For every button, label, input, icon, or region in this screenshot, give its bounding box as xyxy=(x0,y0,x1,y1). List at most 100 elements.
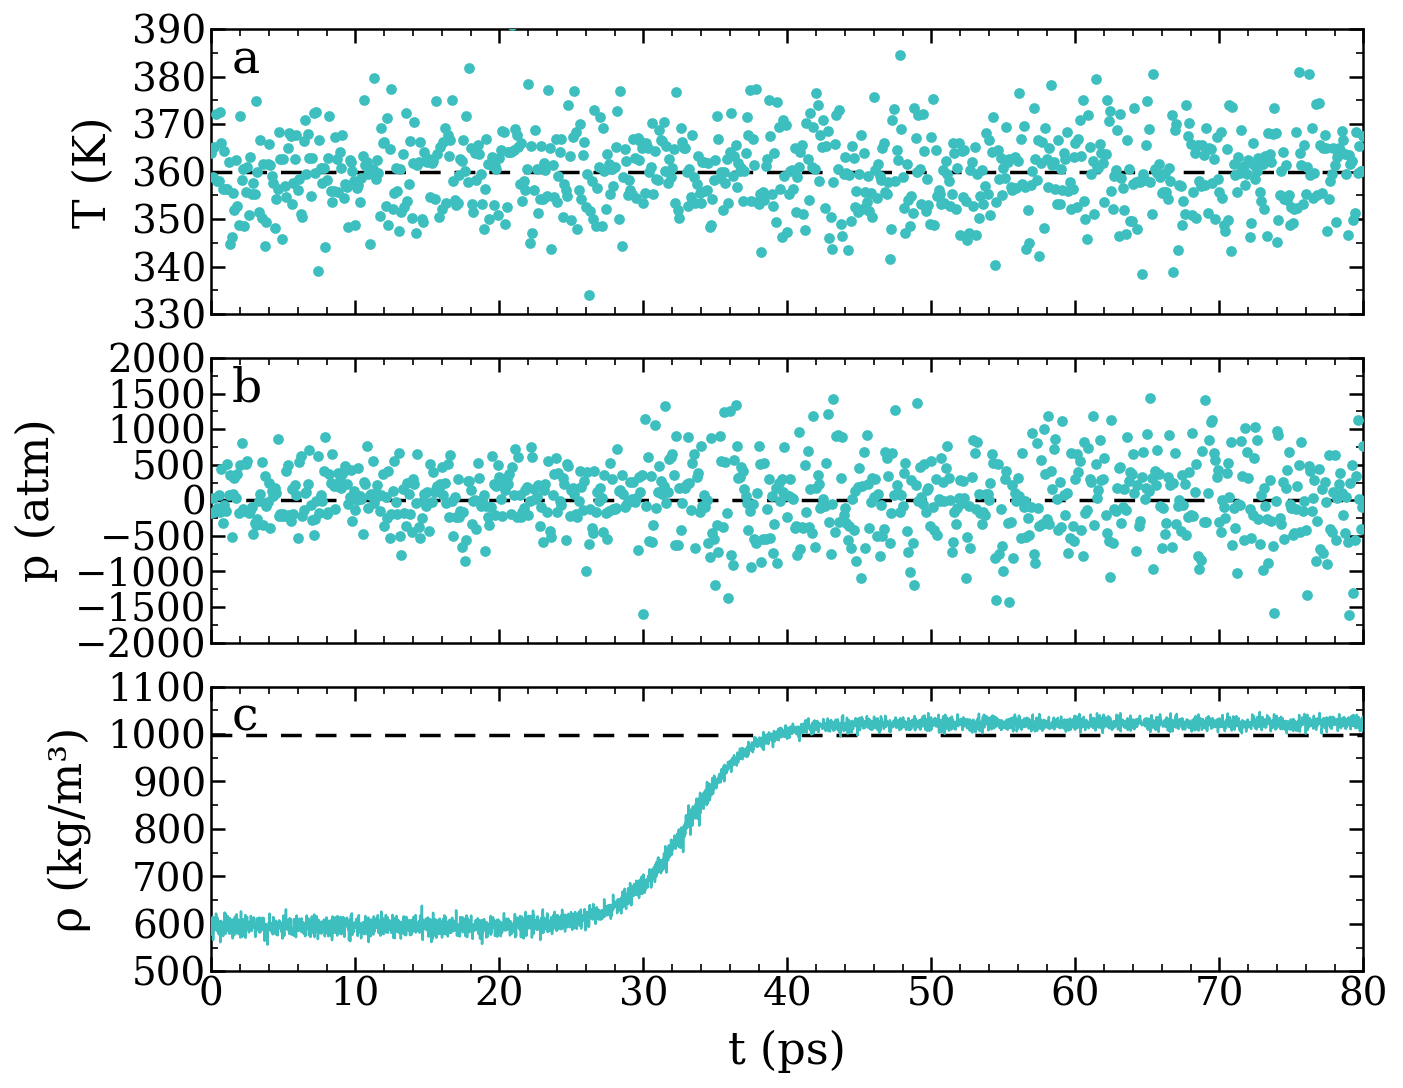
Point xyxy=(1278,496,1301,514)
Point xyxy=(477,154,499,172)
Point xyxy=(1005,180,1027,197)
Point xyxy=(485,478,508,495)
Point xyxy=(202,169,224,186)
Point xyxy=(1006,469,1028,486)
Point xyxy=(494,215,516,233)
Point xyxy=(589,109,612,126)
Point xyxy=(692,497,714,515)
Point xyxy=(996,515,1019,532)
Point xyxy=(685,468,707,485)
Point xyxy=(422,152,445,170)
Point xyxy=(1157,426,1180,444)
Point xyxy=(1340,456,1362,473)
Point xyxy=(246,511,268,529)
Point xyxy=(490,491,512,508)
Point xyxy=(476,131,498,148)
Point xyxy=(755,530,777,547)
Point xyxy=(349,170,372,187)
Point xyxy=(1261,537,1284,555)
Point xyxy=(622,131,644,148)
Point xyxy=(253,156,275,173)
Point xyxy=(213,496,236,514)
Point xyxy=(337,496,359,514)
Point xyxy=(788,541,811,558)
Point xyxy=(497,144,519,161)
Point xyxy=(1194,392,1216,409)
Point xyxy=(1253,479,1275,496)
Point xyxy=(592,119,615,136)
Point xyxy=(734,145,756,162)
Point xyxy=(941,135,964,152)
Point xyxy=(1285,199,1308,217)
Point xyxy=(234,184,257,201)
Point xyxy=(1141,206,1163,223)
Point xyxy=(899,187,922,205)
Point xyxy=(882,101,905,119)
Point xyxy=(320,183,342,200)
Point xyxy=(920,453,943,470)
Point xyxy=(474,180,497,197)
Point xyxy=(847,459,870,477)
Point xyxy=(1250,486,1273,504)
Point xyxy=(863,489,885,506)
Point xyxy=(532,190,554,208)
Point xyxy=(436,456,459,473)
Point xyxy=(1092,154,1114,172)
Point xyxy=(345,491,368,508)
Point xyxy=(205,503,227,520)
Point xyxy=(369,503,391,520)
Point xyxy=(1172,496,1194,514)
Point xyxy=(363,494,386,511)
Point xyxy=(296,125,318,143)
Point xyxy=(692,153,714,171)
Point xyxy=(909,459,932,477)
Point xyxy=(1250,193,1273,210)
Point xyxy=(724,396,746,413)
Point xyxy=(804,161,826,178)
Point xyxy=(1236,444,1258,461)
Point xyxy=(571,500,593,518)
Point xyxy=(526,489,549,506)
Point xyxy=(1072,547,1094,565)
Point xyxy=(623,149,645,166)
Point xyxy=(369,208,391,225)
Point xyxy=(1331,132,1354,149)
Point xyxy=(1198,431,1221,448)
Point xyxy=(603,500,626,518)
Point xyxy=(1094,506,1117,523)
Point xyxy=(554,181,577,198)
Point xyxy=(1289,145,1312,162)
Point xyxy=(1150,540,1173,557)
Point xyxy=(335,475,358,493)
Point xyxy=(352,91,375,109)
Point xyxy=(1201,175,1223,193)
Point xyxy=(738,503,760,520)
Point xyxy=(224,151,247,169)
Point xyxy=(1277,444,1299,461)
Point xyxy=(1041,157,1063,174)
Point xyxy=(1169,522,1191,540)
Point xyxy=(1320,523,1343,541)
Point xyxy=(300,149,323,166)
Point xyxy=(411,493,434,510)
Point xyxy=(1085,71,1107,88)
Point xyxy=(1068,112,1090,129)
Point xyxy=(814,200,836,218)
Point xyxy=(1131,469,1153,486)
Point xyxy=(710,453,732,470)
Point xyxy=(1273,531,1295,548)
Point xyxy=(1138,121,1160,138)
Point xyxy=(727,470,749,487)
Point xyxy=(325,150,348,168)
Point xyxy=(1183,507,1205,524)
Point xyxy=(571,146,593,163)
Point xyxy=(925,471,947,489)
Point xyxy=(529,517,551,534)
Point xyxy=(533,154,556,172)
Point xyxy=(1202,444,1225,461)
Point xyxy=(455,108,477,125)
Point xyxy=(557,96,579,113)
Point xyxy=(821,495,843,512)
Point xyxy=(1128,172,1150,189)
Point xyxy=(446,471,469,489)
